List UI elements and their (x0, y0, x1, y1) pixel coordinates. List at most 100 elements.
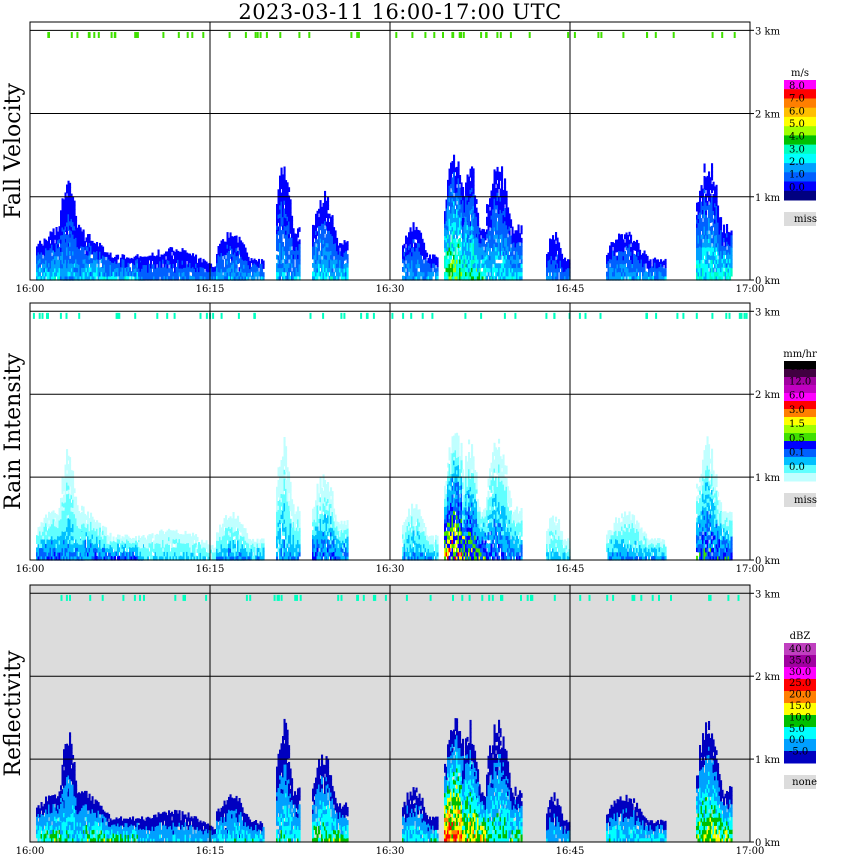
echo-cell (334, 267, 337, 273)
legend-label: 5.0 (789, 119, 805, 130)
echo-cell (474, 199, 477, 205)
echo-cell (516, 230, 519, 235)
echo-cell (508, 230, 511, 235)
echo-cell (505, 233, 508, 239)
echo-cell (402, 249, 405, 255)
echo-cell (709, 197, 712, 203)
echo-cell (417, 246, 420, 252)
echo-cell (424, 258, 427, 264)
echo-cell (319, 238, 322, 243)
echo-cell (493, 185, 496, 191)
echo-cell (607, 252, 610, 258)
echo-cell (472, 172, 475, 178)
echo-cell (63, 478, 66, 483)
echo-cell (108, 536, 111, 541)
echo-cell (234, 247, 237, 253)
echo-cell (214, 275, 217, 281)
echo-cell (144, 276, 147, 281)
echo-cell (724, 267, 727, 273)
echo-cell (130, 257, 133, 263)
echo-cell (460, 271, 463, 277)
echo-cell (42, 547, 45, 553)
echo-cell (69, 208, 72, 213)
echo-cell (496, 213, 499, 218)
echo-cell (54, 259, 57, 265)
echo-cell (283, 191, 286, 197)
echo-cell (232, 271, 235, 277)
echo-cell (169, 267, 172, 273)
echo-cell (246, 252, 249, 257)
echo-cell (109, 544, 112, 549)
echo-cell (69, 229, 72, 235)
echo-cell (43, 547, 46, 553)
echo-cell (75, 230, 78, 235)
echo-cell (66, 217, 69, 223)
echo-cell (57, 515, 60, 520)
echo-cell (205, 261, 208, 267)
echo-speck (177, 32, 180, 38)
echo-cell (64, 551, 67, 557)
echo-cell (120, 542, 123, 548)
echo-cell (414, 267, 417, 273)
echo-cell (91, 262, 94, 268)
echo-cell (102, 534, 105, 540)
echo-cell (339, 255, 342, 261)
echo-cell (706, 217, 709, 223)
echo-cell (463, 263, 466, 268)
echo-cell (471, 200, 474, 205)
echo-cell (225, 258, 228, 264)
echo-cell (699, 199, 702, 205)
echo-cell (487, 271, 490, 277)
echo-cell (486, 229, 489, 235)
echo-cell (87, 238, 90, 244)
echo-cell (561, 258, 564, 264)
echo-cell (312, 246, 315, 251)
echo-cell (462, 187, 465, 192)
echo-cell (78, 236, 81, 241)
echo-cell (64, 493, 67, 499)
echo-cell (85, 254, 88, 260)
echo-cell (91, 240, 94, 246)
echo-cell (645, 275, 648, 281)
echo-cell (511, 243, 514, 248)
echo-cell (288, 195, 291, 201)
echo-cell (697, 214, 700, 219)
echo-cell (61, 510, 64, 515)
echo-cell (402, 258, 405, 264)
echo-cell (45, 255, 48, 261)
echo-cell (724, 241, 727, 247)
echo-cell (325, 267, 328, 273)
echo-cell (555, 232, 558, 237)
echo-cell (507, 245, 510, 251)
echo-cell (457, 169, 460, 175)
echo-cell (315, 226, 318, 231)
echo-cell (231, 244, 234, 249)
echo-cell (289, 237, 292, 243)
echo-cell (624, 250, 627, 256)
echo-cell (484, 235, 487, 241)
echo-cell (472, 205, 475, 211)
echo-cell (463, 212, 466, 217)
echo-cell (75, 267, 78, 273)
echo-cell (66, 527, 69, 532)
echo-cell (262, 264, 265, 269)
echo-cell (325, 250, 328, 256)
echo-cell (487, 213, 490, 218)
echo-cell (66, 201, 69, 206)
echo-cell (99, 547, 102, 553)
echo-cell (196, 267, 199, 273)
echo-cell (721, 258, 724, 264)
echo-cell (474, 271, 477, 277)
echo-cell (51, 523, 54, 529)
echo-cell (628, 267, 631, 273)
echo-cell (63, 275, 66, 281)
echo-cell (232, 245, 235, 251)
echo-cell (519, 263, 522, 268)
echo-cell (220, 244, 223, 249)
echo-cell (79, 267, 82, 273)
echo-cell (48, 523, 51, 529)
echo-cell (58, 552, 61, 557)
echo-cell (291, 275, 294, 281)
echo-cell (276, 254, 279, 260)
echo-cell (498, 221, 501, 227)
